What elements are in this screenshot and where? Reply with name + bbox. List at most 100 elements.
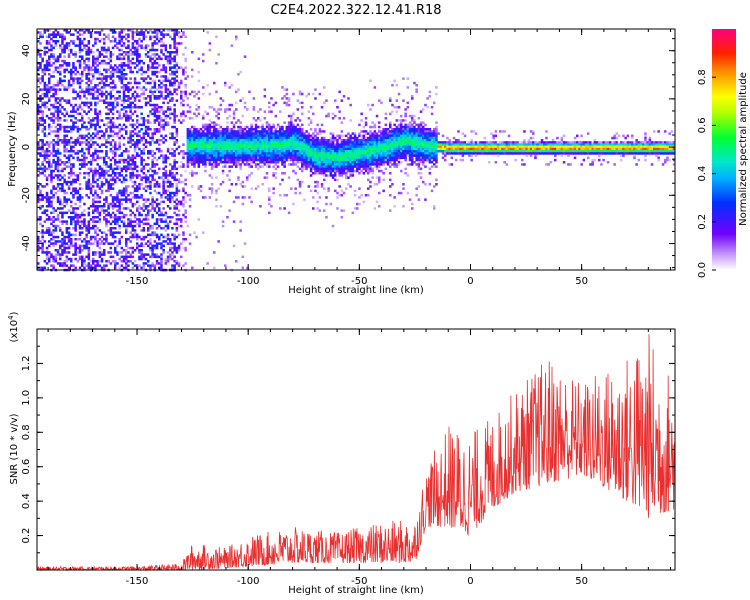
heatmap-cell [129, 29, 132, 32]
heatmap-cell [270, 152, 273, 155]
heatmap-cell [340, 121, 344, 124]
heatmap-cell [48, 233, 51, 237]
heatmap-cell [133, 77, 137, 80]
heatmap-cell [237, 125, 240, 129]
heatmap-cell [41, 161, 44, 164]
heatmap-cell [147, 178, 150, 182]
heatmap-cell [120, 180, 124, 184]
heatmap-cell [347, 139, 350, 142]
heatmap-cell [116, 68, 119, 72]
heatmap-cell [199, 143, 203, 146]
heatmap-cell [191, 134, 194, 138]
heatmap-cell [230, 44, 234, 47]
heatmap-cell [204, 136, 207, 140]
heatmap-cell [294, 163, 297, 166]
heatmap-cell [52, 92, 55, 96]
heatmap-cell [241, 136, 245, 140]
heatmap-cell [39, 99, 42, 102]
heatmap-cell [52, 57, 55, 61]
heatmap-cell [268, 130, 271, 133]
heatmap-cell [171, 172, 174, 175]
heatmap-cell [78, 62, 82, 65]
heatmap-cell [96, 114, 99, 118]
heatmap-cell [241, 266, 245, 270]
heatmap-cell [61, 79, 64, 83]
heatmap-cell [197, 130, 201, 133]
heatmap-cell [76, 141, 80, 144]
heatmap-cell [250, 143, 253, 146]
heatmap-cell [177, 213, 181, 217]
heatmap-cell [122, 44, 126, 47]
heatmap-cell [85, 187, 88, 190]
heatmap-cell [153, 156, 157, 160]
heatmap-cell [131, 154, 135, 157]
heatmap-cell [85, 264, 88, 267]
heatmap-cell [213, 123, 216, 127]
heatmap-cell [48, 227, 51, 230]
heatmap-cell [85, 66, 88, 69]
heatmap-cell [268, 101, 271, 105]
heatmap-cell [48, 125, 51, 129]
heatmap-cell [250, 141, 253, 144]
heatmap-cell [276, 141, 280, 144]
heatmap-cell [45, 35, 49, 39]
heatmap-cell [173, 108, 176, 111]
heatmap-cell [81, 213, 84, 217]
heatmap-cell [336, 139, 339, 142]
heatmap-cell [63, 29, 66, 32]
heatmap-cell [56, 57, 60, 61]
heatmap-cell [164, 110, 168, 113]
heatmap-cell [45, 150, 49, 153]
heatmap-cell [114, 37, 117, 41]
heatmap-cell [279, 183, 282, 186]
heatmap-cell [87, 66, 91, 69]
heatmap-cell [120, 246, 124, 250]
heatmap-cell [257, 145, 260, 149]
heatmap-cell [173, 29, 176, 32]
heatmap-cell [316, 154, 319, 157]
heatmap-cell [261, 130, 264, 133]
heatmap-cell [177, 189, 181, 193]
heatmap-cell [103, 218, 106, 221]
heatmap-cell [191, 68, 194, 72]
heatmap-cell [107, 117, 110, 120]
heatmap-cell [81, 125, 84, 129]
heatmap-cell [153, 233, 157, 237]
heatmap-cell [153, 108, 157, 111]
heatmap-cell [125, 224, 128, 228]
heatmap-cell [254, 147, 258, 151]
heatmap-cell [109, 134, 113, 138]
heatmap-cell [193, 163, 196, 166]
heatmap-cell [89, 235, 93, 239]
heatmap-cell [294, 119, 297, 122]
heatmap-cell [162, 220, 165, 223]
heatmap-cell [298, 154, 302, 157]
heatmap-cell [166, 242, 170, 245]
heatmap-cell [52, 238, 55, 241]
heatmap-cell [215, 130, 218, 133]
heatmap-cell [250, 128, 253, 131]
heatmap-cell [171, 242, 174, 245]
heatmap-cell [246, 147, 249, 151]
heatmap-cell [127, 165, 130, 168]
heatmap-cell [100, 174, 104, 177]
heatmap-cell [59, 264, 62, 267]
heatmap-cell [136, 218, 139, 221]
heatmap-cell [248, 150, 251, 153]
heatmap-cell [144, 180, 148, 184]
heatmap-cell [78, 84, 82, 87]
heatmap-cell [67, 238, 71, 241]
heatmap-cell [56, 40, 60, 43]
heatmap-cell [290, 143, 293, 146]
heatmap-cell [136, 53, 139, 56]
heatmap-cell [76, 174, 80, 177]
heatmap-cell [125, 112, 128, 116]
heatmap-cell [237, 150, 240, 153]
heatmap-cell [96, 216, 99, 219]
heatmap-cell [37, 31, 40, 34]
heatmap-cell [270, 154, 273, 157]
heatmap-cell [166, 90, 170, 94]
heatmap-cell [254, 119, 258, 122]
heatmap-cell [215, 143, 218, 146]
heatmap-cell [345, 169, 348, 173]
